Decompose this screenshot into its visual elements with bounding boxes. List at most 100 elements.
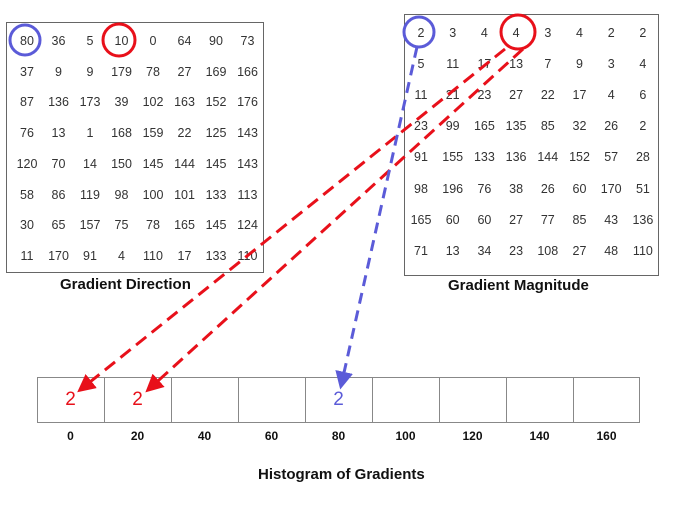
direction-cell: 78 xyxy=(146,218,160,233)
direction-cell: 144 xyxy=(174,156,195,171)
magnitude-cell: 11 xyxy=(414,88,428,103)
direction-cell: 176 xyxy=(237,95,258,110)
magnitude-cell: 85 xyxy=(540,119,555,134)
histogram-bin-value: 2 xyxy=(132,389,143,410)
magnitude-cell: 136 xyxy=(632,212,654,227)
magnitude-cell: 136 xyxy=(505,150,527,165)
direction-cell: 70 xyxy=(51,156,66,171)
magnitude-cell: 22 xyxy=(540,88,555,103)
magnitude-cell: 76 xyxy=(477,181,492,196)
magnitude-cell: 4 xyxy=(576,26,583,40)
magnitude-cell: 4 xyxy=(480,26,488,40)
direction-cell: 86 xyxy=(51,187,66,202)
magnitude-cell: 152 xyxy=(569,150,590,165)
blue-arrow-to-bin-80 xyxy=(335,46,419,390)
magnitude-cell: 4 xyxy=(512,26,520,40)
magnitude-cell: 11 xyxy=(446,57,460,72)
magnitude-cell: 17 xyxy=(572,88,587,103)
direction-cell: 133 xyxy=(205,248,227,263)
direction-cell: 145 xyxy=(205,156,227,171)
magnitude-cell: 26 xyxy=(604,119,619,134)
histogram-bin-divider xyxy=(506,378,507,422)
histogram-title: Histogram of Gradients xyxy=(258,466,425,483)
direction-cell: 78 xyxy=(146,64,160,79)
histogram-bin-label: 60 xyxy=(264,429,279,443)
magnitude-cell: 110 xyxy=(632,243,653,258)
magnitude-cell: 71 xyxy=(414,243,428,258)
magnitude-cell: 51 xyxy=(635,181,650,196)
magnitude-cell: 5 xyxy=(417,57,425,72)
direction-cell: 73 xyxy=(240,34,255,48)
direction-cell: 159 xyxy=(142,126,164,141)
direction-cell: 22 xyxy=(177,126,192,141)
direction-cell: 101 xyxy=(174,187,195,202)
magnitude-cell: 23 xyxy=(509,243,524,258)
direction-cell: 119 xyxy=(80,187,100,202)
histogram-bin-divider xyxy=(238,378,239,422)
magnitude-cell: 28 xyxy=(635,150,650,165)
gradient-direction-grid: 80 36 5 10 0 64 90 73 37 9 9 179 78 27 169 166 87 136 173 3… xyxy=(6,22,264,273)
histogram-bin-divider xyxy=(439,378,440,422)
magnitude-cell: 9 xyxy=(576,57,583,72)
magnitude-cell: 85 xyxy=(572,212,587,227)
direction-cell: 133 xyxy=(205,187,227,202)
direction-cell: 113 xyxy=(237,187,258,202)
histogram-bin-label: 140 xyxy=(529,429,550,443)
magnitude-cell: 2 xyxy=(639,119,647,134)
direction-cell: 58 xyxy=(20,187,34,202)
gradient-magnitude-caption: Gradient Magnitude xyxy=(448,277,589,294)
direction-cell: 76 xyxy=(20,126,34,141)
direction-cell: 65 xyxy=(51,218,66,233)
magnitude-cell: 196 xyxy=(442,181,464,196)
direction-cell: 17 xyxy=(177,248,192,263)
magnitude-cell: 108 xyxy=(537,243,559,258)
magnitude-cell: 48 xyxy=(604,243,619,258)
direction-cell: 80 xyxy=(20,34,34,48)
magnitude-cell: 133 xyxy=(473,150,495,165)
direction-cell: 100 xyxy=(142,187,164,202)
histogram-bin-divider xyxy=(171,378,172,422)
magnitude-cell: 27 xyxy=(509,88,524,103)
magnitude-cell: 23 xyxy=(414,119,428,134)
magnitude-cell: 7 xyxy=(544,57,552,72)
red-arrow-to-bin-20 xyxy=(145,47,525,393)
direction-cell: 9 xyxy=(86,64,94,79)
direction-cell: 136 xyxy=(48,95,69,110)
direction-cell: 1 xyxy=(86,126,94,141)
direction-cell: 10 xyxy=(114,34,129,48)
direction-cell: 90 xyxy=(209,34,223,48)
direction-cell: 168 xyxy=(111,126,132,141)
magnitude-cell: 4 xyxy=(607,88,615,103)
magnitude-cell: 23 xyxy=(477,88,492,103)
direction-cell: 5 xyxy=(86,34,94,48)
histogram-bin-label: 160 xyxy=(596,429,617,443)
direction-cell: 157 xyxy=(79,218,101,233)
histogram-bin-label: 80 xyxy=(331,429,346,443)
magnitude-cell: 43 xyxy=(604,212,619,227)
direction-cell: 14 xyxy=(83,156,97,171)
direction-cell: 27 xyxy=(177,64,192,79)
direction-cell: 91 xyxy=(83,248,97,263)
magnitude-cell: 60 xyxy=(445,212,460,227)
magnitude-cell: 77 xyxy=(540,212,555,227)
direction-cell: 102 xyxy=(142,95,164,110)
magnitude-cell: 165 xyxy=(410,212,432,227)
direction-cell: 64 xyxy=(177,34,192,48)
magnitude-cell: 38 xyxy=(509,181,524,196)
direction-cell: 163 xyxy=(174,95,195,110)
magnitude-cell: 6 xyxy=(639,88,647,103)
direction-cell: 143 xyxy=(237,126,258,141)
direction-cell: 145 xyxy=(142,156,164,171)
magnitude-cell: 32 xyxy=(572,119,587,134)
magnitude-cell: 60 xyxy=(572,181,587,196)
direction-cell: 9 xyxy=(55,64,62,79)
magnitude-cell: 34 xyxy=(477,243,492,258)
red-arrow-to-bin-0 xyxy=(77,47,506,393)
magnitude-cell: 3 xyxy=(607,57,615,72)
direction-cell: 124 xyxy=(237,218,258,233)
direction-cell: 143 xyxy=(237,156,258,171)
magnitude-cell: 21 xyxy=(445,88,460,103)
direction-cell: 30 xyxy=(20,218,34,233)
direction-cell: 37 xyxy=(20,64,34,79)
